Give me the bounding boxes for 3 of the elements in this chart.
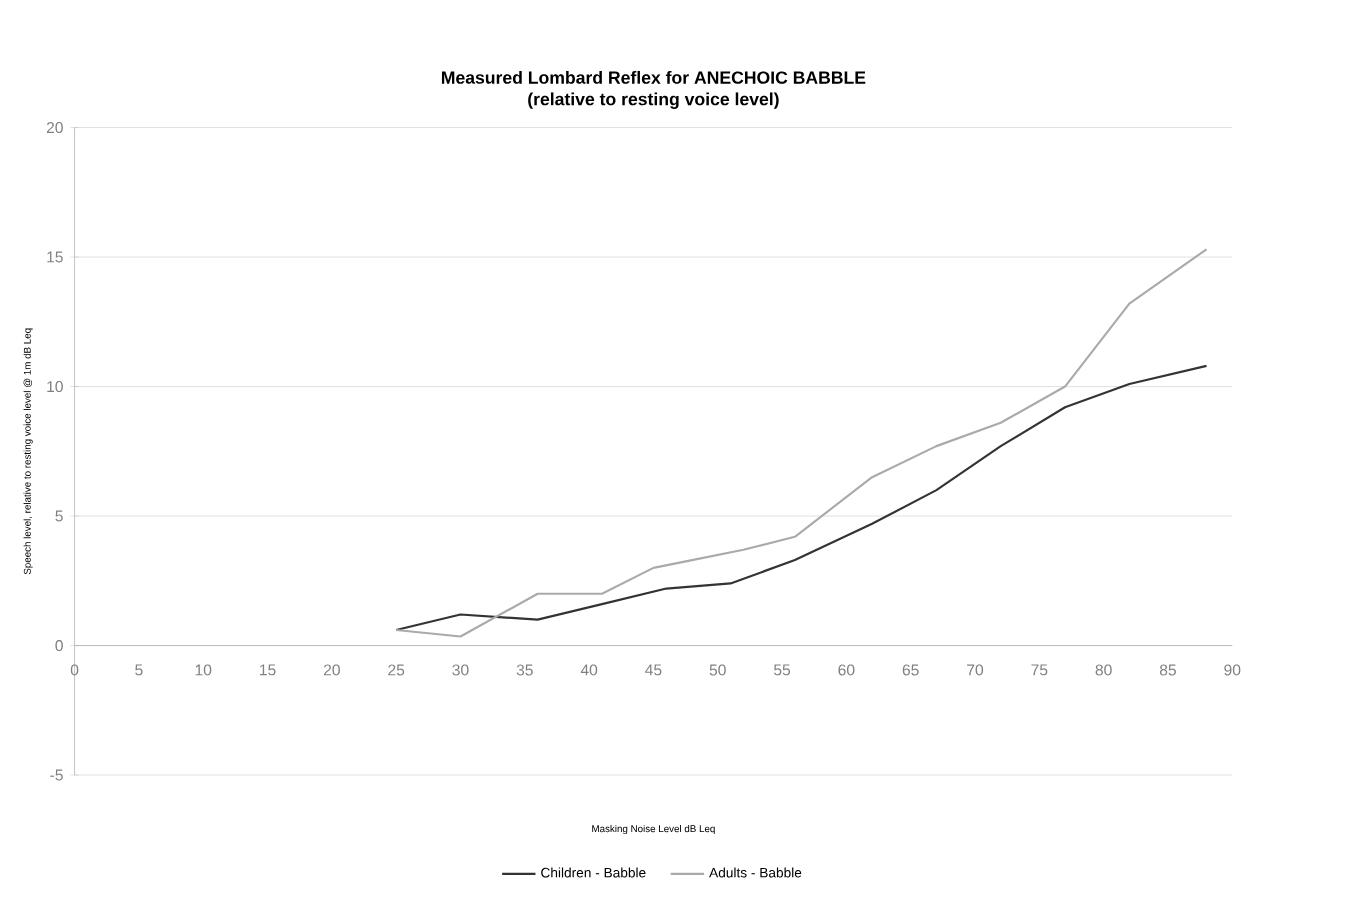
line-series <box>395 364 1208 631</box>
line-series <box>395 248 1208 638</box>
chart-title: Measured Lombard Reflex for ANECHOIC BABBLE (relative to resting voice level) <box>441 70 866 109</box>
